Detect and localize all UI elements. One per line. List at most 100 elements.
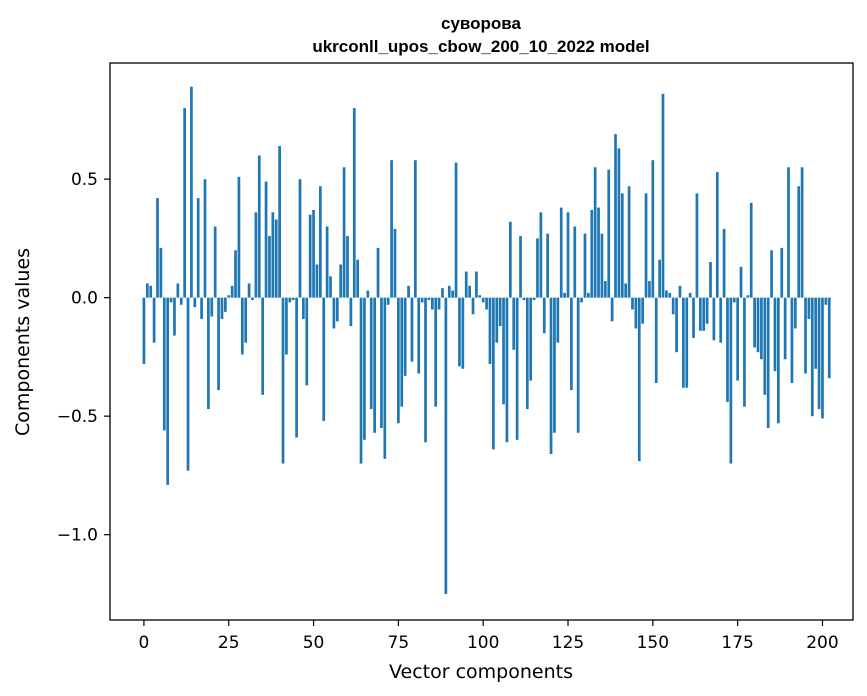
bar (230, 285, 234, 298)
bar (342, 167, 346, 298)
bar (797, 186, 801, 298)
bar (665, 290, 668, 298)
bar (502, 297, 505, 405)
bar (515, 297, 519, 440)
bar (746, 295, 750, 298)
bar (295, 297, 298, 438)
bar (325, 226, 329, 298)
bar (800, 167, 804, 298)
bar (492, 297, 495, 450)
bar (183, 108, 186, 298)
bar (410, 297, 414, 362)
bar (644, 193, 648, 298)
bar (186, 297, 190, 471)
bar (648, 281, 651, 298)
bar (715, 172, 719, 298)
bar (495, 297, 499, 343)
bar (580, 297, 583, 303)
bar (213, 226, 217, 298)
bar (145, 283, 149, 298)
x-tick-label: 200 (806, 633, 838, 653)
bar-series (142, 86, 831, 594)
bar (156, 198, 159, 298)
bar (620, 193, 624, 298)
bar (196, 198, 200, 298)
bar (274, 219, 278, 298)
bar (787, 167, 790, 298)
bar (417, 297, 421, 374)
x-tick-label: 125 (552, 633, 584, 653)
bar (207, 297, 210, 410)
bar (668, 292, 672, 298)
bar (522, 297, 526, 301)
bar (773, 297, 777, 372)
bar (210, 297, 214, 317)
bar (152, 297, 156, 343)
bar (373, 297, 376, 433)
bar (461, 297, 465, 369)
bar (610, 297, 614, 322)
bar (237, 176, 241, 298)
bar (783, 297, 787, 360)
bar (346, 236, 349, 298)
bar (312, 209, 315, 298)
bar (271, 212, 275, 298)
bar (220, 297, 224, 319)
bar (817, 297, 821, 410)
bar (169, 297, 173, 303)
bar (739, 266, 743, 298)
bar (498, 297, 502, 327)
bar (807, 297, 811, 319)
chart-subtitle: ukrconll_upos_cbow_200_10_2022 model (312, 37, 649, 56)
bar (607, 169, 611, 298)
bar (525, 297, 529, 410)
bar (634, 297, 638, 329)
bar (678, 285, 682, 298)
y-tick-label: −0.5 (57, 407, 98, 427)
bar (488, 297, 492, 365)
bar (593, 167, 597, 298)
bar (244, 297, 248, 343)
bar (315, 264, 319, 298)
bar (349, 297, 353, 327)
bar (559, 207, 563, 298)
bar (603, 281, 607, 298)
bar (302, 297, 305, 319)
bar (281, 297, 285, 464)
bar (308, 214, 312, 298)
bar (719, 297, 723, 343)
bar (268, 236, 271, 298)
bar (193, 297, 197, 308)
bar (285, 297, 288, 355)
bar (223, 297, 227, 312)
bar (227, 295, 231, 298)
bar (756, 297, 760, 353)
bar (444, 297, 448, 594)
bar (481, 297, 485, 303)
bar (430, 297, 434, 310)
x-tick-label: 0 (139, 633, 150, 653)
bar (641, 297, 645, 324)
bar (814, 297, 818, 369)
bar (318, 186, 322, 298)
y-axis-label: Components values (12, 248, 34, 436)
bar (624, 283, 628, 298)
bar (743, 297, 746, 407)
bar (722, 228, 726, 298)
bar (705, 297, 709, 324)
bar (352, 108, 356, 298)
bar (335, 297, 339, 322)
bar (546, 233, 550, 298)
bar (627, 186, 631, 298)
bar (576, 297, 580, 433)
bar (600, 233, 604, 298)
bar (217, 297, 220, 391)
bar (532, 297, 536, 301)
bar (566, 212, 570, 298)
bar (793, 297, 797, 329)
y-axis-ticks: −1.0 −0.5 0.0 0.5 (57, 170, 110, 546)
bar (441, 288, 444, 298)
bar (702, 297, 706, 331)
bar (556, 297, 560, 343)
